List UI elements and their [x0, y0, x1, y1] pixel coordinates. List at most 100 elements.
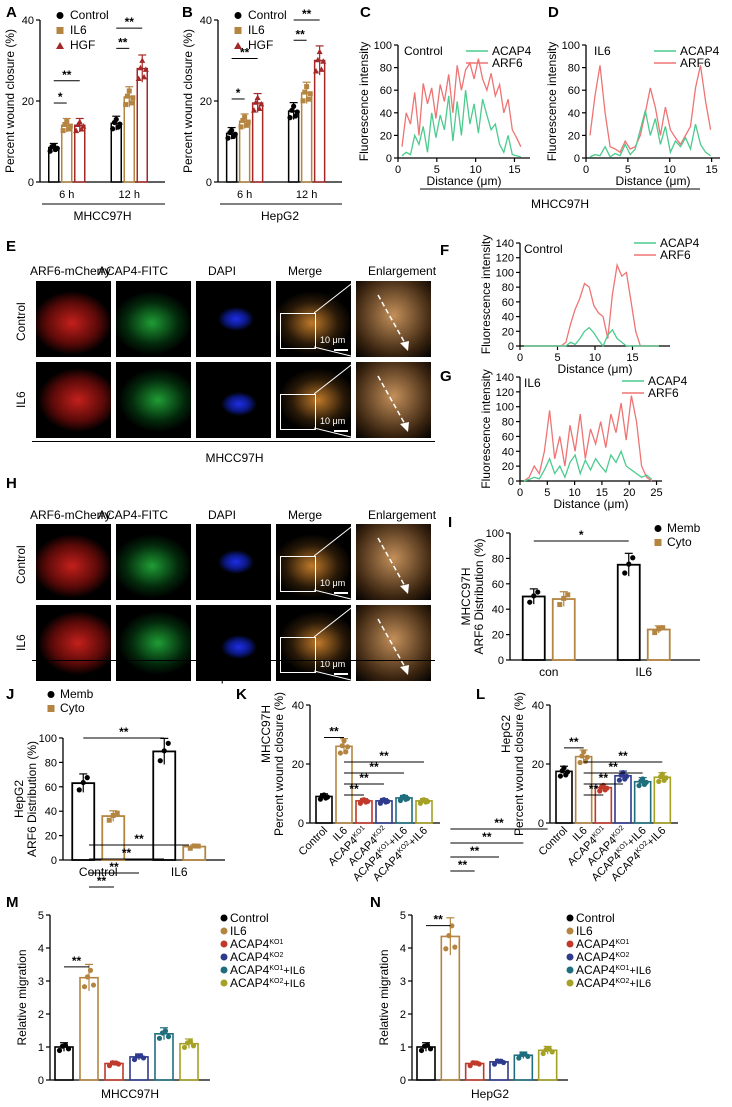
chart-b-point	[287, 115, 293, 121]
scale-label: 10 μm	[320, 659, 346, 669]
chart-c-xtick-label: 0	[395, 164, 401, 176]
chart-l-point	[565, 769, 571, 775]
chart-l-sig-text: **	[589, 782, 599, 796]
chart-b-bar	[251, 102, 264, 183]
micrograph-control-1	[116, 281, 191, 357]
chart-a-bar	[136, 67, 148, 183]
chart-l-point	[616, 777, 623, 783]
chart-n-sig-text: **	[494, 816, 504, 830]
micrograph-il6-0	[36, 605, 111, 681]
chart-l-ylabel-line1: HepG2	[499, 715, 513, 753]
chart-c-ylabel: Fluorescence intensity	[357, 42, 371, 161]
chart-l-sig-text: **	[599, 771, 609, 785]
chart-n-point	[443, 946, 449, 952]
micrograph-il6-4	[356, 605, 431, 681]
panel-letter-k: K	[236, 686, 247, 703]
chart-i-ylabel-line2: ARF6 Distribution (%)	[472, 538, 486, 654]
chart-l-point	[659, 771, 665, 777]
chart-b-sig-text: **	[240, 45, 250, 59]
chart-k-point	[405, 795, 411, 802]
chart-m-bar	[79, 976, 99, 1081]
chart-j-ytick-label: 100	[39, 733, 57, 745]
chart-i-point	[652, 630, 658, 636]
chart-b-sig-text: **	[295, 27, 305, 41]
chart-b-point	[229, 127, 235, 133]
chart-m-point	[131, 1056, 138, 1063]
zoom-box	[280, 637, 316, 673]
chart-j-legend-marker	[47, 705, 55, 712]
chart-b-ylabel: Percent wound closure (%)	[181, 29, 195, 173]
chart-m-ytick-label: 1	[38, 1042, 44, 1054]
chart-j-ytick-label: 60	[45, 782, 57, 794]
column-title-1: ACAP4-FITC	[98, 508, 169, 522]
chart-g-xtick-label: 10	[568, 487, 580, 499]
chart-j-point	[187, 845, 193, 851]
chart-g-series-arf6	[523, 395, 653, 482]
chart-b-point	[291, 103, 297, 109]
chart-m-point	[140, 1055, 147, 1061]
chart-b-point	[252, 99, 259, 105]
chart-a-point	[51, 143, 57, 149]
chart-j-xtick-label: Control	[79, 865, 118, 879]
chart-j-bar	[71, 782, 96, 861]
chart-i-legend-label: Memb	[667, 521, 701, 535]
chart-i-ytick-label: 0	[498, 655, 504, 667]
chart-k-point	[385, 798, 391, 805]
chart-k-point	[325, 794, 331, 800]
chart-g-legend-label: ARF6	[648, 386, 679, 400]
panel-letter-n: N	[370, 894, 381, 911]
zoom-guide-lines	[314, 281, 356, 357]
chart-j-legend-marker	[47, 691, 55, 698]
chart-b-xtick-label: 6 h	[237, 189, 252, 201]
chart-n-ytick-label: 5	[400, 910, 406, 922]
chart-m-point	[56, 1047, 63, 1054]
column-title-2: DAPI	[208, 508, 237, 522]
chart-n-bar	[440, 935, 461, 1081]
chart-k-point	[337, 750, 343, 756]
chart-b-ytick-label: 20	[200, 96, 212, 108]
chart-i-xtick-label: IL6	[635, 665, 652, 679]
chart-b-sig-text: **	[302, 7, 312, 21]
chart-m-group-label: MHCC97H	[101, 1087, 159, 1101]
chart-a-point	[123, 102, 129, 108]
panel-letter-d: D	[548, 4, 559, 21]
chart-g-xlabel: Distance (μm)	[554, 497, 629, 511]
micrograph-il6-4	[356, 362, 431, 438]
chart-n-point	[449, 923, 455, 929]
chart-a-bar	[74, 124, 86, 183]
chart-d-legend-label: ARF6	[680, 56, 711, 70]
chart-a-point	[130, 95, 136, 101]
chart-k-sig-text: **	[329, 725, 339, 739]
chart-m-legend-label: Control	[230, 911, 269, 925]
chart-b-xtick-label: 12 h	[296, 189, 317, 201]
chart-l-sig-text: **	[569, 735, 579, 749]
chart-c-ytick-label: 100	[374, 40, 392, 52]
chart-i-ytick-label: 20	[492, 630, 504, 642]
chart-k-sig-text: **	[379, 749, 389, 763]
chart-i-ytick-label: 80	[492, 553, 504, 565]
chart-m-point	[181, 1044, 188, 1051]
chart-a-legend-marker	[56, 12, 64, 19]
chart-a-legend-marker	[56, 42, 64, 49]
chart-j-point	[165, 740, 171, 746]
chart-g-xtick-label: 5	[544, 487, 550, 499]
chart-g-xtick-label: 15	[596, 487, 608, 499]
chart-d-series-acap4	[589, 110, 711, 158]
chart-m-legend-marker	[220, 979, 228, 987]
scale-bar	[334, 349, 348, 351]
chart-l-point	[643, 779, 649, 785]
chart-n-point	[525, 1053, 531, 1060]
chart-j-point	[84, 775, 90, 781]
chart-a-legend-label: IL6	[70, 23, 87, 37]
chart-l-bar	[555, 770, 573, 824]
chart-a-sig-text: *	[58, 90, 63, 104]
micrograph-il6-2	[196, 605, 271, 681]
chart-l-point	[624, 773, 630, 779]
chart-m-legend-marker	[220, 966, 228, 974]
chart-l-sig-text: **	[608, 760, 618, 774]
chart-c-ytick-label: 60	[380, 85, 392, 97]
chart-c-xtick-label: 10	[470, 164, 482, 176]
cell-line-caption: HepG2	[205, 670, 244, 684]
chart-m-legend-label: IL6	[230, 924, 247, 938]
chart-m-sig-text: **	[109, 860, 119, 874]
